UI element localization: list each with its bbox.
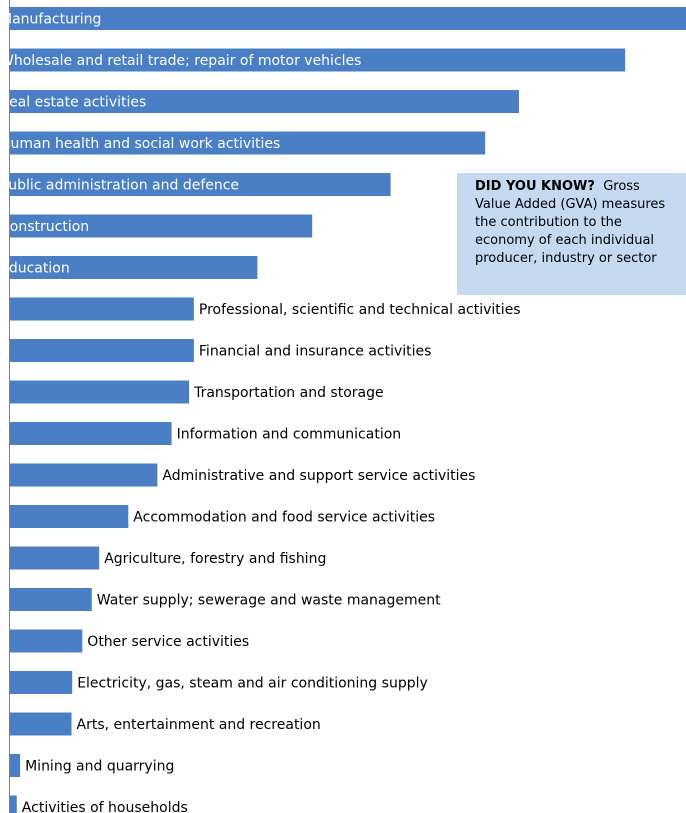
bar bbox=[10, 90, 519, 113]
category-label: Real estate activities bbox=[0, 95, 146, 111]
callout-line: Value Added (GVA) measures bbox=[475, 197, 666, 212]
category-label: Manufacturing bbox=[0, 12, 101, 28]
bar bbox=[10, 256, 258, 279]
category-label: Activities of households bbox=[22, 800, 188, 813]
bar bbox=[10, 505, 129, 528]
category-label: Information and communication bbox=[177, 427, 402, 443]
category-label: Agriculture, forestry and fishing bbox=[104, 551, 326, 567]
callout-line: economy of each individual bbox=[475, 233, 655, 248]
bar bbox=[10, 422, 172, 445]
category-label: Arts, entertainment and recreation bbox=[77, 717, 321, 733]
bar bbox=[10, 712, 72, 736]
category-labels: Manufacturing Wholesale and retail trade;… bbox=[0, 12, 521, 813]
category-label: Education bbox=[0, 261, 70, 277]
category-label: Financial and insurance activities bbox=[199, 344, 432, 360]
category-label: Professional, scientific and technical a… bbox=[199, 302, 521, 318]
category-label: Mining and quarrying bbox=[25, 759, 174, 775]
did-you-know-callout: DID YOU KNOW? Gross Value Added (GVA) me… bbox=[457, 173, 686, 295]
category-label: Human health and social work activities bbox=[0, 136, 280, 152]
bar bbox=[10, 671, 73, 694]
bar bbox=[10, 339, 194, 362]
bar bbox=[10, 754, 21, 777]
bar bbox=[10, 48, 626, 72]
bar bbox=[10, 297, 194, 321]
bar bbox=[10, 588, 92, 611]
callout-line: the contribution to the bbox=[475, 215, 622, 230]
bar bbox=[10, 795, 17, 813]
category-label: Construction bbox=[0, 219, 89, 235]
bar bbox=[10, 7, 686, 30]
category-label: Transportation and storage bbox=[193, 385, 384, 401]
category-label: Water supply; sewerage and waste managem… bbox=[97, 593, 441, 609]
bar bbox=[10, 214, 313, 238]
bar bbox=[10, 380, 190, 404]
bar bbox=[10, 463, 158, 487]
category-label: Accommodation and food service activitie… bbox=[133, 510, 435, 526]
bar bbox=[10, 629, 83, 653]
category-label: Other service activities bbox=[87, 634, 249, 650]
category-label: Public administration and defence bbox=[0, 178, 239, 194]
bar bbox=[10, 546, 100, 570]
bar bbox=[10, 173, 391, 196]
category-label: Wholesale and retail trade; repair of mo… bbox=[0, 53, 361, 69]
callout-line: Gross bbox=[603, 179, 640, 194]
callout-heading: DID YOU KNOW? bbox=[475, 179, 595, 194]
category-label: Administrative and support service activ… bbox=[162, 468, 475, 484]
bar-series bbox=[10, 7, 686, 813]
callout-line: producer, industry or sector bbox=[475, 251, 657, 266]
bar bbox=[10, 131, 486, 155]
category-label: Electricity, gas, steam and air conditio… bbox=[77, 676, 428, 692]
